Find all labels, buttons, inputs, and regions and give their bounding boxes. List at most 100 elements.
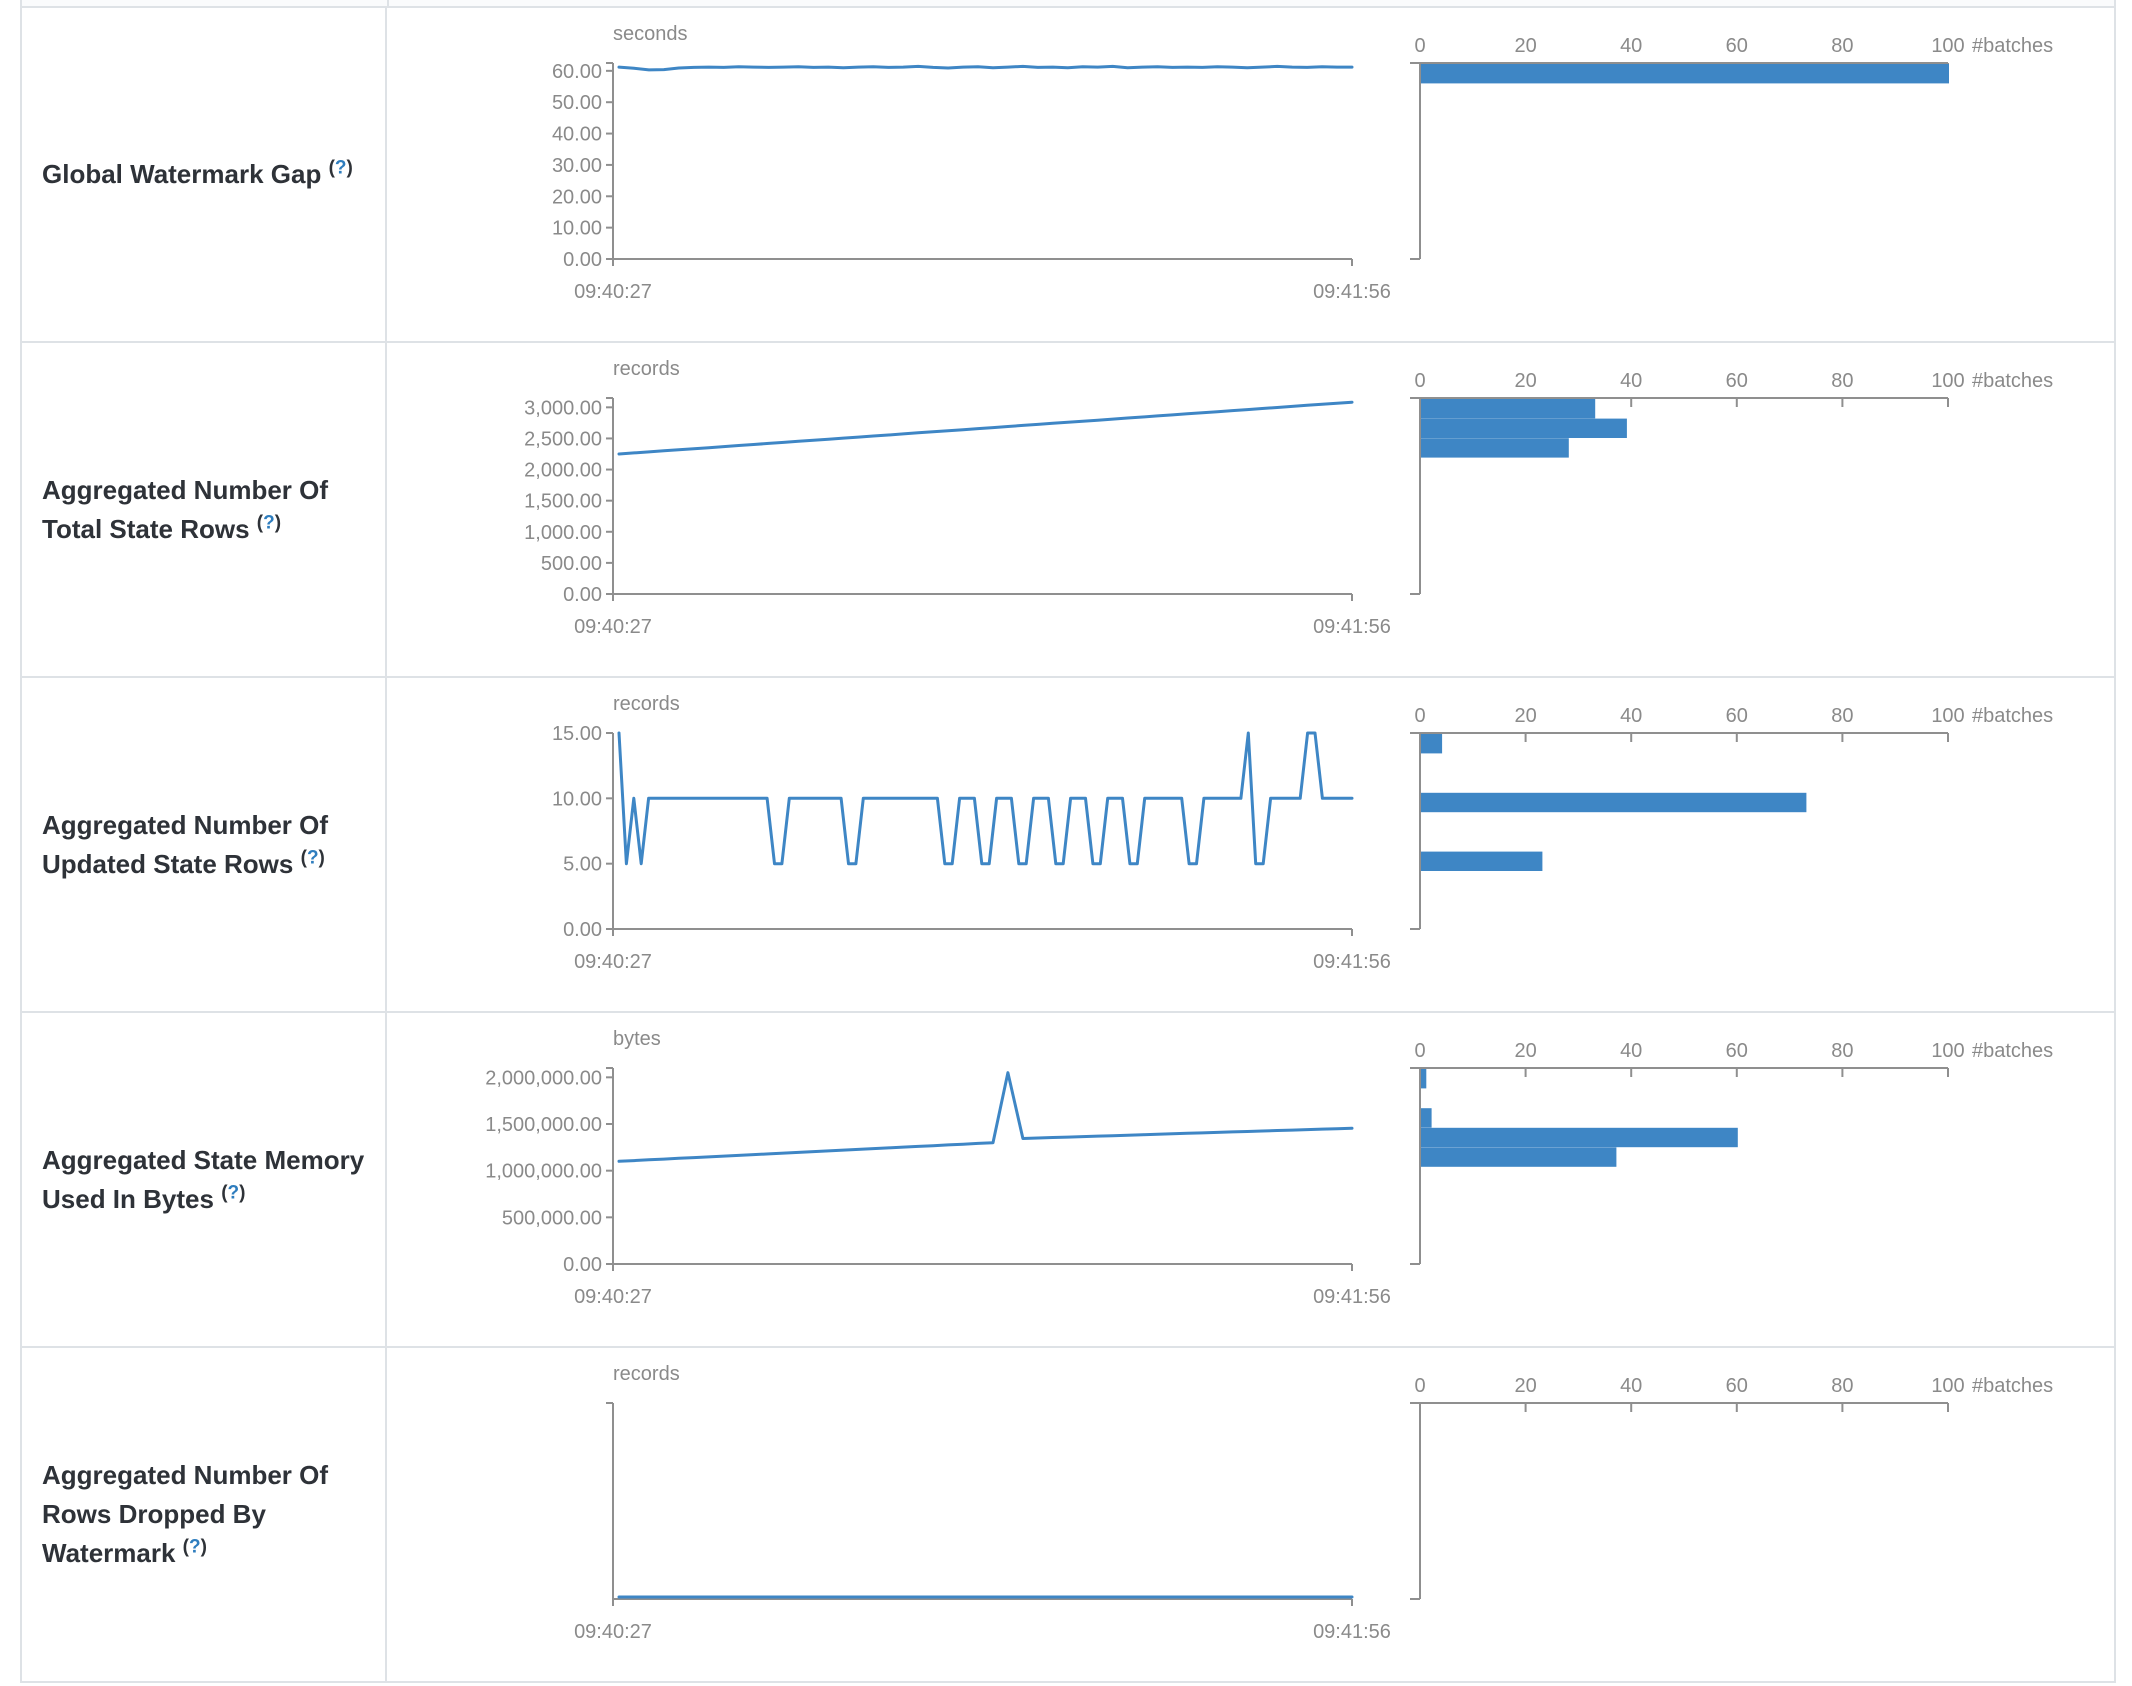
hist-x-tick-label: 80 bbox=[1831, 1375, 1853, 1397]
hist-x-tick-label: 0 bbox=[1414, 1040, 1425, 1062]
hist-x-tick-label: 20 bbox=[1514, 705, 1536, 727]
y-tick-label: 40.00 bbox=[552, 124, 602, 146]
charts-cell: records 09:40:27 09:41:56 0 20 40 60 80 100 #batc… bbox=[387, 1348, 2114, 1681]
metric-label: Aggregated Number Of Rows Dropped By Wat… bbox=[42, 1456, 371, 1573]
hist-x-tick-label: 60 bbox=[1726, 705, 1748, 727]
metric-label-text: Aggregated Number Of Updated State Rows bbox=[42, 809, 329, 879]
hist-x-tick-label: 20 bbox=[1514, 35, 1536, 57]
timeline-and-histogram-charts: bytes 0.00 500,000.00 1,000,000.00 1,500,000… bbox=[485, 1028, 2053, 1308]
metric-label-cell: Aggregated Number Of Updated State Rows … bbox=[22, 678, 387, 1011]
metric-label-text: Global Watermark Gap bbox=[42, 159, 322, 189]
unit-label: seconds bbox=[613, 23, 688, 45]
x-end-label: 09:41:56 bbox=[1313, 1286, 1391, 1308]
hist-x-tick-label: 20 bbox=[1514, 1040, 1536, 1062]
y-tick-label: 5.00 bbox=[563, 854, 602, 876]
hist-x-tick-label: 100 bbox=[1931, 35, 1964, 57]
x-end-label: 09:41:56 bbox=[1313, 951, 1391, 973]
unit-label: records bbox=[613, 358, 680, 380]
help-link[interactable]: ? bbox=[189, 1536, 201, 1558]
x-start-label: 09:40:27 bbox=[574, 951, 652, 973]
metric-row-updated-state-rows: Aggregated Number Of Updated State Rows … bbox=[22, 678, 2114, 1013]
metric-label: Aggregated Number Of Updated State Rows … bbox=[42, 806, 371, 884]
charts-cell: records 0.00 500.00 1,000.00 1,500.00 2,000.0… bbox=[387, 343, 2114, 676]
y-tick-label: 0.00 bbox=[563, 1254, 602, 1276]
y-tick-label: 1,500.00 bbox=[524, 491, 602, 513]
metric-label-text: Aggregated Number Of Rows Dropped By Wat… bbox=[42, 1460, 329, 1568]
hist-x-tick-label: 60 bbox=[1726, 1375, 1748, 1397]
y-tick-label: 1,000,000.00 bbox=[485, 1161, 602, 1183]
y-tick-label: 10.00 bbox=[552, 788, 602, 810]
metric-row-state-memory-used: Aggregated State Memory Used In Bytes (?… bbox=[22, 1013, 2114, 1348]
metric-label: Aggregated Number Of Total State Rows (?… bbox=[42, 471, 371, 549]
histogram-bar bbox=[1421, 734, 1443, 754]
help-tooltip: (?) bbox=[182, 1536, 207, 1558]
unit-label: records bbox=[613, 1363, 680, 1385]
streaming-metrics-table: Global Watermark Gap (?) seconds 0.00 10.0… bbox=[20, 0, 2116, 1683]
hist-x-tick-label: 0 bbox=[1414, 370, 1425, 392]
spacer-chart-cell bbox=[389, 0, 2114, 6]
histogram-bar bbox=[1421, 1069, 1427, 1089]
hist-x-tick-label: 40 bbox=[1620, 370, 1642, 392]
histogram-bar bbox=[1421, 851, 1543, 871]
y-tick-label: 10.00 bbox=[552, 218, 602, 240]
x-start-label: 09:40:27 bbox=[574, 1286, 652, 1308]
x-end-label: 09:41:56 bbox=[1313, 1621, 1391, 1643]
y-tick-label: 1,500,000.00 bbox=[485, 1114, 602, 1136]
charts-cell: seconds 0.00 10.00 20.00 30.00 40.00 50.00 60.0… bbox=[387, 8, 2114, 341]
hist-x-tick-label: 60 bbox=[1726, 35, 1748, 57]
x-start-label: 09:40:27 bbox=[574, 1621, 652, 1643]
help-tooltip: (?) bbox=[300, 846, 325, 868]
y-tick-label: 0.00 bbox=[563, 249, 602, 271]
hist-unit-label: #batches bbox=[1972, 35, 2053, 57]
help-link[interactable]: ? bbox=[263, 511, 275, 533]
hist-x-tick-label: 20 bbox=[1514, 1375, 1536, 1397]
help-link[interactable]: ? bbox=[306, 846, 319, 868]
y-tick-label: 2,500.00 bbox=[524, 428, 602, 450]
y-tick-label: 20.00 bbox=[552, 186, 602, 208]
metric-label-text: Aggregated Number Of Total State Rows bbox=[42, 474, 329, 544]
timeline-line bbox=[617, 731, 1354, 866]
metric-label-cell: Aggregated State Memory Used In Bytes (?… bbox=[22, 1013, 387, 1346]
timeline-line bbox=[617, 1071, 1354, 1163]
charts-cell: records 0.00 5.00 10.00 15.00 09:40:27 09:41:5… bbox=[387, 678, 2114, 1011]
x-start-label: 09:40:27 bbox=[574, 281, 652, 303]
hist-x-tick-label: 80 bbox=[1831, 35, 1853, 57]
metric-label: Global Watermark Gap (?) bbox=[42, 155, 353, 194]
hist-x-tick-label: 100 bbox=[1931, 705, 1964, 727]
y-tick-label: 0.00 bbox=[563, 584, 602, 606]
x-start-label: 09:40:27 bbox=[574, 616, 652, 638]
help-link[interactable]: ? bbox=[334, 157, 347, 179]
hist-x-tick-label: 40 bbox=[1620, 1040, 1642, 1062]
hist-x-tick-label: 80 bbox=[1831, 705, 1853, 727]
y-tick-label: 500.00 bbox=[541, 553, 602, 575]
y-tick-label: 60.00 bbox=[552, 61, 602, 83]
y-tick-label: 2,000.00 bbox=[524, 460, 602, 482]
histogram-bar bbox=[1421, 1108, 1432, 1128]
hist-unit-label: #batches bbox=[1972, 1375, 2053, 1397]
hist-x-tick-label: 0 bbox=[1414, 705, 1425, 727]
timeline-and-histogram-charts: records 09:40:27 09:41:56 0 20 40 60 80 100 #batc… bbox=[574, 1363, 2053, 1643]
hist-x-tick-label: 60 bbox=[1726, 1040, 1748, 1062]
hist-unit-label: #batches bbox=[1972, 705, 2053, 727]
metric-label-text: Aggregated State Memory Used In Bytes bbox=[42, 1144, 365, 1214]
previous-row-remnant bbox=[22, 0, 2114, 8]
spacer-label-cell bbox=[22, 0, 389, 6]
hist-x-tick-label: 20 bbox=[1514, 370, 1536, 392]
hist-x-tick-label: 100 bbox=[1931, 1040, 1964, 1062]
hist-x-tick-label: 80 bbox=[1831, 370, 1853, 392]
histogram-bar bbox=[1421, 792, 1807, 813]
metric-label-cell: Aggregated Number Of Rows Dropped By Wat… bbox=[22, 1348, 387, 1681]
y-tick-label: 500,000.00 bbox=[502, 1207, 602, 1229]
y-tick-label: 3,000.00 bbox=[524, 397, 602, 419]
hist-x-tick-label: 0 bbox=[1414, 35, 1425, 57]
help-tooltip: (?) bbox=[256, 511, 282, 533]
hist-x-tick-label: 100 bbox=[1931, 370, 1964, 392]
histogram-bar bbox=[1421, 1127, 1738, 1148]
timeline-line bbox=[617, 400, 1354, 456]
hist-unit-label: #batches bbox=[1972, 1040, 2053, 1062]
timeline-and-histogram-charts: records 0.00 5.00 10.00 15.00 09:40:27 09:41:5… bbox=[552, 693, 2053, 973]
metric-row-rows-dropped-by-watermark: Aggregated Number Of Rows Dropped By Wat… bbox=[22, 1348, 2114, 1683]
help-link[interactable]: ? bbox=[227, 1181, 240, 1203]
x-end-label: 09:41:56 bbox=[1313, 616, 1391, 638]
y-tick-label: 30.00 bbox=[552, 155, 602, 177]
